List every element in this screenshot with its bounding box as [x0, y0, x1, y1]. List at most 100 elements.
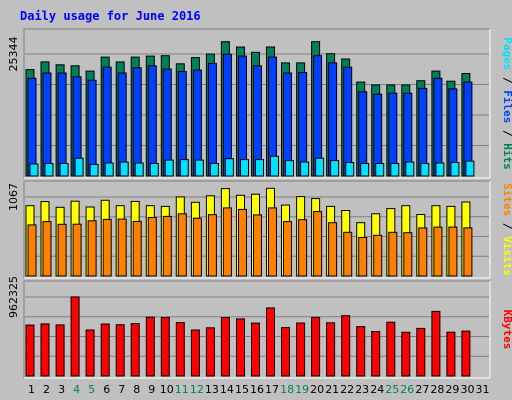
bar-sites-day-10	[162, 215, 172, 277]
bar-sites-day-2	[42, 221, 52, 277]
x-tick-label: 8	[133, 383, 140, 396]
bar-files-day-28	[433, 77, 443, 177]
bar-sites-day-7	[117, 218, 127, 277]
bar-kbytes-day-10	[160, 317, 170, 377]
bar-kbytes-day-26	[401, 331, 411, 377]
bar-pages-day-3	[59, 163, 69, 177]
bar-files-day-27	[418, 87, 428, 177]
bar-pages-day-10	[164, 159, 174, 177]
bar-kbytes-day-15	[236, 318, 245, 377]
x-tick-label: 20	[310, 383, 324, 396]
bar-kbytes-day-25	[386, 321, 396, 377]
bar-sites-day-27	[418, 227, 428, 277]
x-tick-label: 18	[280, 383, 294, 396]
x-axis-labels: 1 2 3 4 5 6 7 8 9 10 11 12 13 14 15 16 17 18 19 20 21 22 23 24 2…	[28, 383, 490, 396]
bar-sites-day-20	[313, 211, 323, 277]
x-tick-label: 28	[430, 383, 444, 396]
x-tick-label: 29	[445, 383, 459, 396]
bar-sites-day-8	[132, 220, 142, 277]
panel-top: 25344	[7, 28, 491, 179]
bar-pages-day-1	[29, 163, 39, 177]
x-tick-label: 4	[73, 383, 80, 396]
bar-pages-day-11	[179, 159, 189, 177]
bar-kbytes-day-27	[416, 327, 426, 377]
bar-pages-day-14	[224, 158, 234, 177]
x-tick-label: 26	[400, 383, 414, 396]
bar-sites-day-15	[238, 208, 247, 277]
bar-files-day-9	[147, 65, 157, 177]
x-tick-label: 31	[476, 383, 490, 396]
bar-kbytes-day-18	[281, 327, 290, 377]
y-max-label-middle: 1067	[7, 183, 20, 211]
bar-pages-day-29	[450, 162, 460, 177]
x-tick-label: 13	[205, 383, 219, 396]
bar-kbytes-day-28	[431, 310, 441, 377]
bar-pages-day-13	[209, 163, 219, 177]
bar-sites-day-28	[433, 226, 443, 277]
legend-entry: Sites	[501, 183, 512, 216]
bar-kbytes-day-23	[356, 326, 366, 377]
x-tick-label: 19	[295, 383, 309, 396]
x-tick-label: 23	[355, 383, 369, 396]
bar-pages-day-19	[300, 161, 310, 177]
bar-pages-day-8	[134, 162, 144, 177]
bar-sites-day-4	[72, 223, 82, 277]
bar-pages-day-18	[285, 160, 294, 177]
bar-files-day-14	[222, 53, 232, 177]
bar-sites-day-16	[253, 214, 262, 277]
bar-files-day-3	[57, 72, 67, 177]
bar-kbytes-day-12	[190, 329, 200, 377]
x-tick-label: 3	[58, 383, 65, 396]
bar-files-day-19	[298, 72, 308, 177]
bar-files-day-15	[238, 55, 247, 177]
bar-kbytes-day-4	[70, 296, 80, 377]
bar-kbytes-day-17	[266, 307, 275, 377]
bar-pages-day-25	[390, 163, 400, 177]
bar-kbytes-day-1	[25, 324, 35, 377]
bar-pages-day-17	[270, 155, 279, 177]
bar-kbytes-day-16	[251, 322, 260, 377]
bar-pages-day-21	[330, 160, 340, 177]
x-tick-label: 2	[43, 383, 50, 396]
x-tick-label: 1	[28, 383, 35, 396]
bar-sites-day-25	[388, 231, 398, 277]
bar-pages-day-9	[149, 163, 159, 177]
bar-pages-day-30	[465, 160, 475, 177]
bar-kbytes-day-2	[40, 323, 50, 377]
bar-pages-day-2	[44, 163, 54, 177]
bar-sites-day-21	[328, 222, 338, 277]
legend-entry: KBytes	[501, 310, 512, 350]
bar-sites-day-5	[87, 220, 97, 277]
x-tick-label: 22	[340, 383, 354, 396]
bar-kbytes-day-20	[311, 316, 321, 377]
x-tick-label: 25	[385, 383, 399, 396]
x-tick-label: 5	[88, 383, 95, 396]
legend-bottom: KBytes	[501, 310, 512, 350]
x-tick-label: 27	[415, 383, 429, 396]
bar-sites-day-19	[298, 219, 308, 277]
x-tick-label: 12	[190, 383, 204, 396]
bar-pages-day-26	[405, 161, 415, 177]
x-tick-label: 9	[148, 383, 155, 396]
bar-files-day-5	[87, 79, 97, 177]
bar-pages-day-5	[89, 163, 99, 177]
bar-sites-day-26	[403, 232, 413, 277]
bar-sites-day-1	[27, 224, 37, 277]
x-tick-label: 30	[461, 383, 475, 396]
bar-files-day-21	[328, 62, 338, 177]
legend-entry: /	[501, 70, 512, 90]
bar-sites-day-11	[177, 213, 187, 277]
bar-files-day-8	[132, 67, 142, 177]
x-tick-label: 24	[370, 383, 384, 396]
bar-kbytes-day-5	[85, 329, 95, 377]
bar-kbytes-day-3	[55, 324, 65, 377]
bar-sites-day-6	[102, 218, 112, 277]
legend-entry: /	[501, 123, 512, 143]
bar-sites-day-9	[147, 217, 157, 277]
legend-middle: Sites / Visits	[501, 183, 512, 276]
x-tick-label: 10	[160, 383, 174, 396]
x-tick-label: 11	[175, 383, 189, 396]
x-tick-label: 6	[103, 383, 110, 396]
legend-entry: Files	[501, 90, 512, 123]
